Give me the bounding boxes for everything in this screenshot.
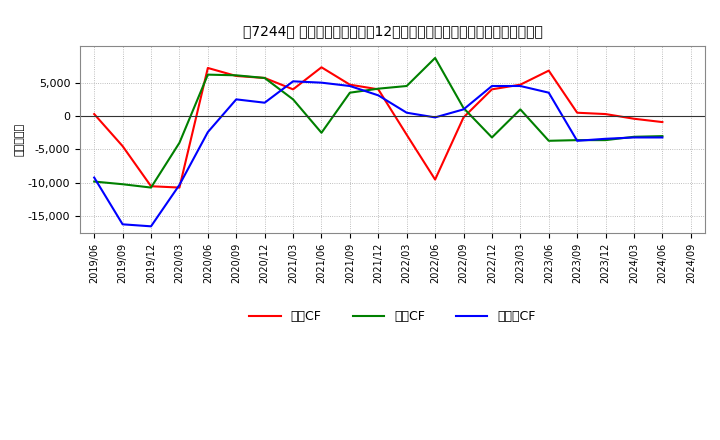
フリーCF bbox=[147, 224, 156, 229]
フリーCF bbox=[431, 115, 439, 120]
営業CF bbox=[90, 111, 99, 117]
営業CF bbox=[175, 185, 184, 190]
投資CF bbox=[544, 138, 553, 143]
投資CF bbox=[516, 107, 525, 112]
フリーCF bbox=[204, 129, 212, 135]
営業CF bbox=[261, 75, 269, 81]
投資CF bbox=[601, 137, 610, 143]
投資CF bbox=[630, 134, 639, 139]
営業CF bbox=[630, 116, 639, 121]
フリーCF bbox=[601, 136, 610, 141]
投資CF bbox=[232, 73, 240, 78]
フリーCF bbox=[374, 93, 382, 98]
フリーCF bbox=[232, 97, 240, 102]
営業CF bbox=[459, 115, 468, 120]
投資CF bbox=[118, 182, 127, 187]
フリーCF bbox=[261, 100, 269, 105]
Line: 投資CF: 投資CF bbox=[94, 58, 662, 187]
営業CF bbox=[658, 119, 667, 125]
フリーCF bbox=[544, 90, 553, 95]
フリーCF bbox=[658, 135, 667, 140]
投資CF bbox=[658, 133, 667, 139]
フリーCF bbox=[630, 135, 639, 140]
営業CF bbox=[487, 87, 496, 92]
投資CF bbox=[573, 137, 582, 143]
投資CF bbox=[374, 86, 382, 92]
Title: ［7244］ キャッシュフローの12か月移動合計の対前年同期増減額の推移: ［7244］ キャッシュフローの12か月移動合計の対前年同期増減額の推移 bbox=[243, 24, 542, 38]
投資CF bbox=[346, 90, 354, 95]
フリーCF bbox=[317, 80, 325, 85]
フリーCF bbox=[573, 138, 582, 143]
投資CF bbox=[261, 75, 269, 81]
フリーCF bbox=[402, 110, 411, 115]
営業CF bbox=[601, 111, 610, 117]
営業CF bbox=[402, 132, 411, 137]
投資CF bbox=[487, 135, 496, 140]
フリーCF bbox=[90, 175, 99, 180]
営業CF bbox=[431, 177, 439, 182]
投資CF bbox=[204, 72, 212, 77]
フリーCF bbox=[487, 83, 496, 88]
営業CF bbox=[516, 82, 525, 87]
フリーCF bbox=[516, 83, 525, 88]
フリーCF bbox=[459, 107, 468, 112]
フリーCF bbox=[346, 83, 354, 88]
営業CF bbox=[544, 68, 553, 73]
投資CF bbox=[175, 140, 184, 146]
投資CF bbox=[90, 179, 99, 184]
投資CF bbox=[289, 97, 297, 102]
投資CF bbox=[402, 83, 411, 88]
営業CF bbox=[147, 183, 156, 189]
営業CF bbox=[232, 73, 240, 79]
営業CF bbox=[317, 65, 325, 70]
営業CF bbox=[374, 87, 382, 92]
投資CF bbox=[459, 106, 468, 111]
投資CF bbox=[147, 185, 156, 190]
営業CF bbox=[346, 82, 354, 87]
フリーCF bbox=[118, 222, 127, 227]
営業CF bbox=[118, 143, 127, 149]
営業CF bbox=[289, 87, 297, 92]
Y-axis label: （百万円）: （百万円） bbox=[15, 123, 25, 156]
Legend: 営業CF, 投資CF, フリーCF: 営業CF, 投資CF, フリーCF bbox=[249, 310, 536, 323]
投資CF bbox=[431, 55, 439, 61]
営業CF bbox=[573, 110, 582, 115]
営業CF bbox=[204, 65, 212, 70]
Line: フリーCF: フリーCF bbox=[94, 81, 662, 226]
Line: 営業CF: 営業CF bbox=[94, 67, 662, 187]
フリーCF bbox=[289, 79, 297, 84]
投資CF bbox=[317, 130, 325, 136]
フリーCF bbox=[175, 182, 184, 187]
